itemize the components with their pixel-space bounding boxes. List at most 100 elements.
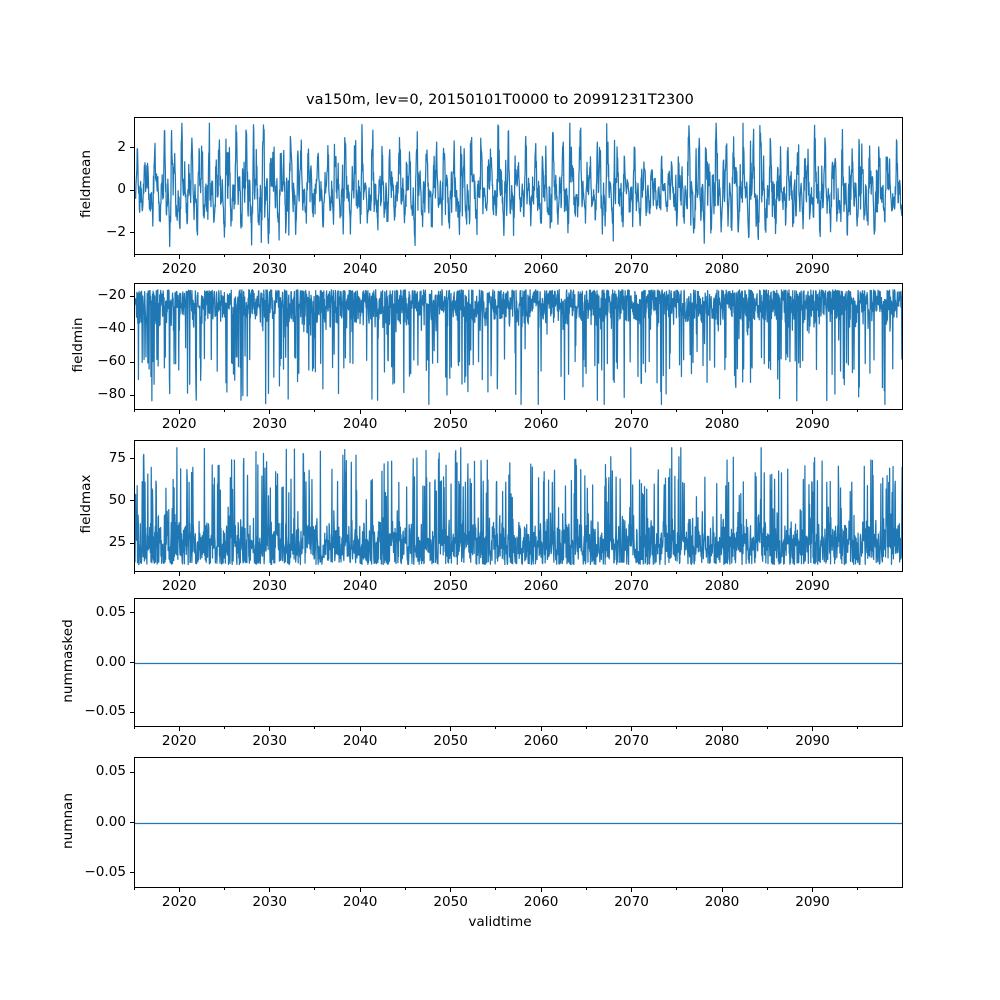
y-tick-label-fieldmin-0: −20 [97,287,126,304]
x-tick-fieldmean-1 [269,255,271,259]
x-tick-nummasked-3 [450,727,452,731]
x-tick-fieldmin-4 [540,410,542,414]
y-tick-label-numnan-0: −0.05 [84,863,126,880]
series-canvas-fieldmin [135,284,902,409]
x-tick-fieldmin-7 [812,410,814,414]
x-tick-fieldmean-2 [359,255,361,259]
x-minor-tick-nummasked-2 [314,727,316,730]
y-axis-label-fieldmax: fieldmax [78,474,94,534]
y-tick-label-numnan-2: 0.05 [95,763,126,780]
y-tick-label-fieldmean-0: −2 [105,223,126,240]
x-tick-label-fieldmin-3: 2050 [433,416,468,432]
series-canvas-numnan [135,758,902,887]
x-minor-tick-fieldmin-3 [404,410,406,413]
y-tick-label-fieldmax-1: 50 [108,491,126,508]
x-tick-label-nummasked-5: 2070 [614,733,649,749]
x-minor-tick-fieldmean-2 [314,255,316,258]
x-minor-tick-fieldmin-1 [223,410,226,413]
y-tick-numnan-1 [130,822,134,824]
x-tick-nummasked-6 [721,727,723,731]
x-tick-fieldmax-5 [631,572,633,576]
x-tick-label-fieldmax-2: 2040 [342,578,378,594]
x-minor-tick-numnan-2 [314,888,316,891]
y-tick-numnan-0 [130,872,134,874]
x-tick-numnan-0 [178,888,180,892]
x-tick-label-fieldmean-1: 2030 [252,261,287,277]
x-tick-label-fieldmin-5: 2070 [614,416,649,432]
x-minor-tick-fieldmean-5 [585,255,587,258]
x-tick-label-numnan-4: 2060 [523,894,559,910]
subplot-fieldmin [134,283,903,410]
y-tick-fieldmean-1 [130,189,134,191]
x-tick-fieldmax-1 [269,572,271,576]
x-tick-fieldmax-7 [812,572,814,576]
x-axis-label: validtime [468,914,532,930]
y-tick-label-fieldmin-3: −80 [97,386,126,403]
x-minor-tick-nummasked-4 [495,727,497,730]
y-tick-label-nummasked-2: 0.05 [95,603,126,620]
x-tick-label-fieldmean-0: 2020 [161,261,197,277]
x-minor-tick-fieldmax-7 [766,572,768,575]
x-tick-nummasked-2 [359,727,361,731]
x-minor-tick-nummasked-5 [585,727,587,730]
x-minor-tick-nummasked-1 [223,727,226,730]
y-tick-nummasked-2 [130,612,134,614]
x-minor-tick-fieldmin-2 [314,410,316,413]
y-tick-numnan-2 [130,771,134,773]
y-tick-fieldmean-0 [130,232,134,234]
x-tick-label-numnan-3: 2050 [433,894,468,910]
x-tick-label-numnan-7: 2090 [795,894,830,910]
x-tick-label-nummasked-0: 2020 [161,733,197,749]
x-minor-tick-fieldmin-8 [857,410,859,413]
x-tick-label-nummasked-4: 2060 [523,733,559,749]
x-tick-label-fieldmean-6: 2080 [704,261,740,277]
y-tick-fieldmax-0 [130,542,134,544]
x-minor-tick-fieldmin-4 [495,410,497,413]
x-minor-tick-fieldmean-6 [676,255,678,258]
y-axis-label-numnan: numnan [60,792,76,849]
y-tick-fieldmin-2 [130,361,134,363]
x-minor-tick-nummasked-8 [857,727,859,730]
x-minor-tick-fieldmax-4 [495,572,497,575]
x-minor-tick-fieldmin-6 [676,410,678,413]
x-tick-label-fieldmean-3: 2050 [433,261,468,277]
x-tick-label-nummasked-7: 2090 [795,733,830,749]
x-tick-label-fieldmax-7: 2090 [795,578,830,594]
y-tick-label-nummasked-1: 0.00 [95,653,126,670]
subplot-numnan [134,757,903,888]
x-minor-tick-numnan-4 [495,888,497,891]
x-tick-numnan-7 [812,888,814,892]
x-minor-tick-fieldmean-0 [133,255,135,258]
x-tick-label-numnan-5: 2070 [614,894,649,910]
x-tick-label-fieldmin-2: 2040 [342,416,378,432]
y-tick-fieldmin-1 [130,328,134,330]
y-tick-nummasked-0 [130,711,134,713]
x-tick-fieldmax-3 [450,572,452,576]
subplot-nummasked [134,598,903,727]
x-tick-label-numnan-6: 2080 [704,894,740,910]
x-minor-tick-fieldmean-1 [223,255,226,258]
y-tick-fieldmean-2 [130,147,134,149]
x-tick-label-fieldmax-3: 2050 [433,578,468,594]
x-minor-tick-fieldmax-8 [857,572,859,575]
x-tick-label-numnan-2: 2040 [342,894,378,910]
x-minor-tick-fieldmax-5 [585,572,587,575]
x-minor-tick-nummasked-3 [404,727,406,730]
x-minor-tick-nummasked-6 [676,727,678,730]
y-tick-label-numnan-1: 0.00 [95,813,126,830]
x-minor-tick-fieldmin-0 [133,410,135,413]
y-axis-label-fieldmin: fieldmin [70,317,86,372]
y-tick-fieldmax-2 [130,458,134,460]
x-tick-nummasked-7 [812,727,814,731]
subplot-fieldmean [134,117,903,255]
x-tick-numnan-5 [631,888,633,892]
x-minor-tick-fieldmax-2 [314,572,316,575]
x-minor-tick-fieldmin-7 [766,410,768,413]
x-minor-tick-numnan-3 [404,888,406,891]
x-tick-label-fieldmin-0: 2020 [161,416,197,432]
y-tick-label-fieldmean-1: 0 [117,181,126,198]
x-tick-label-fieldmax-1: 2030 [252,578,287,594]
x-tick-label-fieldmax-4: 2060 [523,578,559,594]
y-tick-label-fieldmean-2: 2 [117,138,126,155]
